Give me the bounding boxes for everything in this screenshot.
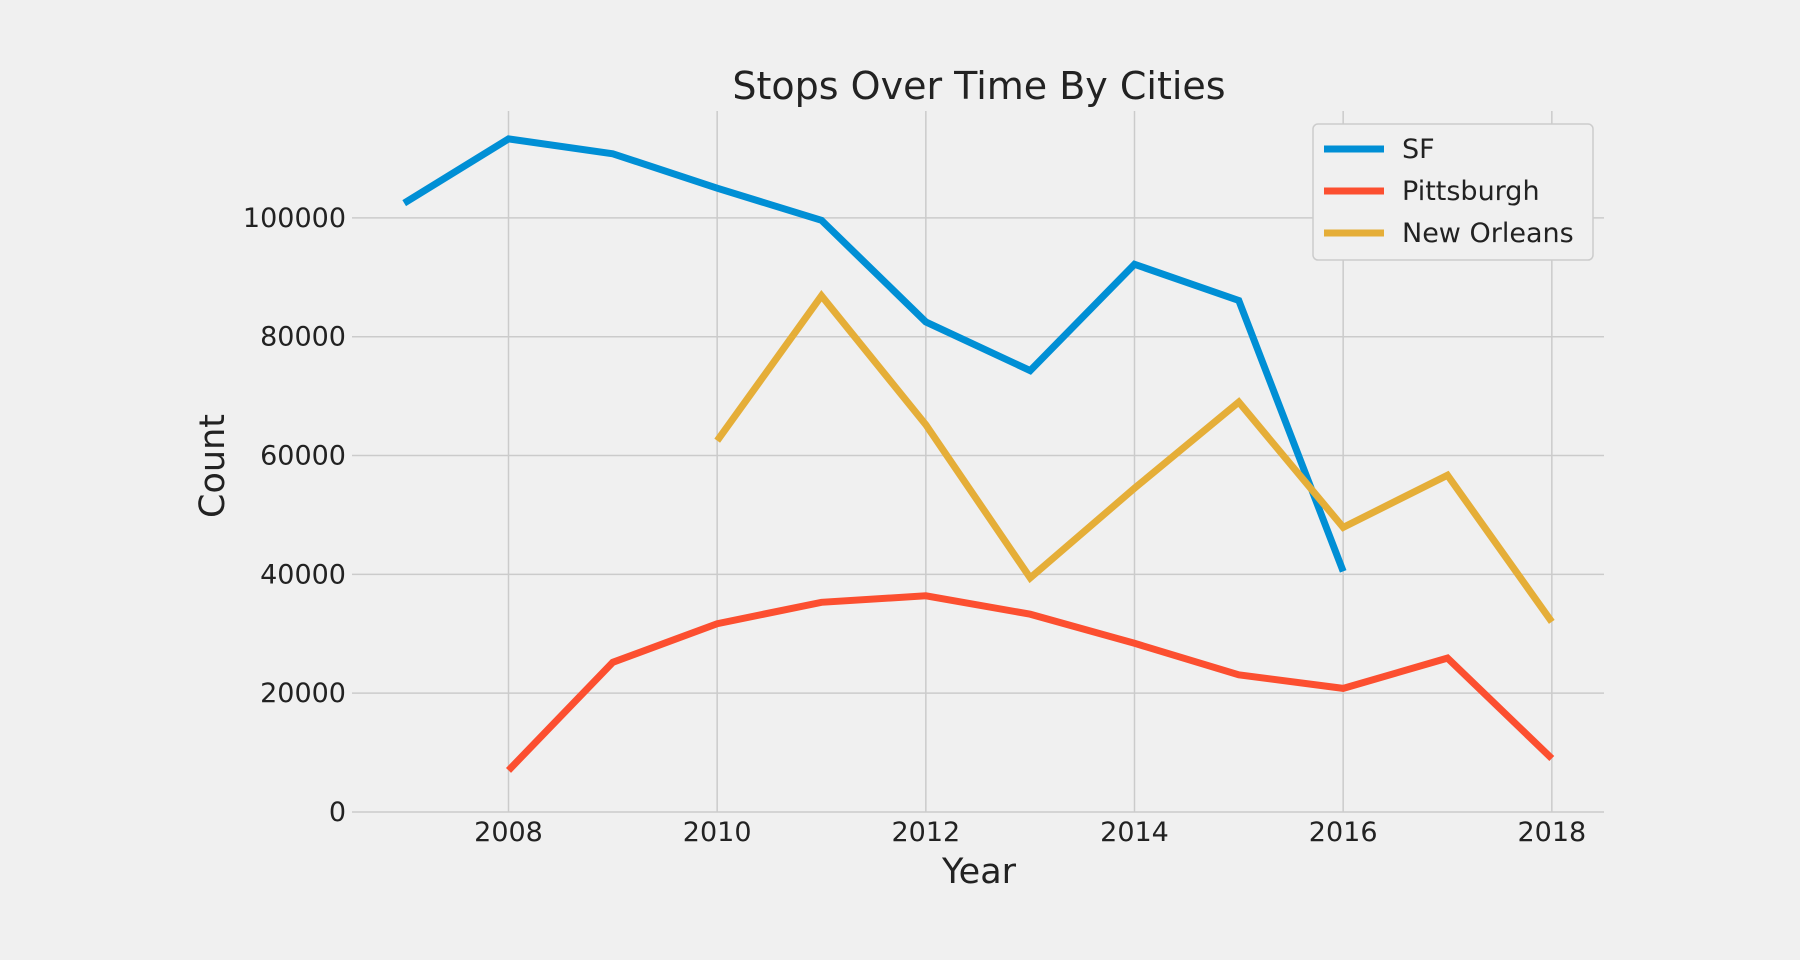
series-line-pittsburgh [505,592,1555,773]
legend-label: SF [1402,134,1435,165]
grid [352,111,1604,813]
legend-items: SF Pittsburgh New Orleans [1324,134,1574,249]
x-tick-label: 2008 [474,817,543,848]
x-tick-label: 2012 [891,817,960,848]
y-axis-label: Count [193,414,233,518]
tick-labels: 2008 2010 2012 2014 2016 2018 0 20000 40000 60000… [243,203,1586,848]
y-tick-label: 100000 [243,203,346,234]
series-lines [402,135,1555,773]
y-tick-label: 0 [329,797,346,828]
x-tick-label: 2016 [1309,817,1378,848]
x-tick-label: 2010 [683,817,752,848]
y-tick-label: 20000 [260,678,346,709]
legend-label: New Orleans [1402,218,1574,249]
y-tick-label: 60000 [260,441,346,472]
y-tick-label: 80000 [260,322,346,353]
chart-title: Stops Over Time By Cities [732,64,1225,108]
x-axis-label: Year [941,852,1017,892]
series-line-sf [402,135,1347,573]
x-tick-label: 2014 [1100,817,1169,848]
legend: SF Pittsburgh New Orleans [1312,123,1594,261]
series-line-new-orleans [714,290,1555,624]
y-tick-label: 40000 [260,559,346,590]
legend-label: Pittsburgh [1402,176,1540,207]
legend-box [1312,123,1594,261]
x-tick-label: 2018 [1517,817,1586,848]
